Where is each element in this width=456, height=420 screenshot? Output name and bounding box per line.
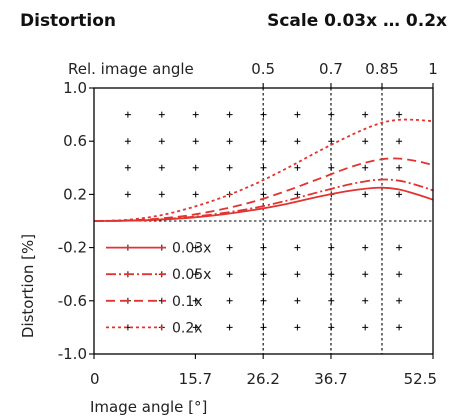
grid-marker <box>362 138 369 145</box>
grid-marker <box>124 111 131 118</box>
top-axis-ticks: 0.5 0.7 0.85 1 <box>251 60 438 88</box>
grid-marker <box>294 191 301 198</box>
grid-marker <box>158 138 165 145</box>
grid-marker <box>192 244 199 251</box>
y-tick-label: -1.0 <box>58 345 87 363</box>
grid-marker <box>396 191 403 198</box>
series-line-0.1x <box>93 157 434 222</box>
grid-marker <box>226 244 233 251</box>
y-tick-label: 0.2 <box>63 185 87 203</box>
grid-marker <box>226 111 233 118</box>
grid-marker <box>362 111 369 118</box>
grid-marker <box>362 164 369 171</box>
top-tick-label: 1 <box>428 60 438 78</box>
legend: 0.03x 0.05x 0.1x 0.2x <box>106 241 211 336</box>
series-line-0.05x <box>93 178 434 222</box>
y-tick-label: -0.6 <box>58 292 87 310</box>
grid-marker <box>192 271 199 278</box>
grid-marker <box>226 271 233 278</box>
grid-marker <box>294 244 301 251</box>
grid-marker <box>192 138 199 145</box>
grid-marker <box>158 164 165 171</box>
x-tick-label: 36.7 <box>314 370 347 388</box>
grid-marker <box>192 111 199 118</box>
grid-marker <box>192 324 199 331</box>
x-tick-label: 0 <box>90 370 100 388</box>
top-tick-label: 0.5 <box>251 60 275 78</box>
legend-label: 0.05x <box>172 267 211 283</box>
legend-label: 0.03x <box>172 241 211 257</box>
grid-marker <box>226 297 233 304</box>
grid-marker <box>362 271 369 278</box>
grid-marker <box>294 297 301 304</box>
y-tick-label: -0.2 <box>58 239 87 257</box>
legend-label: 0.2x <box>172 320 203 336</box>
chart-title: Distortion <box>20 11 116 31</box>
x-tick-label: 15.7 <box>179 370 212 388</box>
grid-marker <box>396 271 403 278</box>
grid-marker <box>294 138 301 145</box>
grid-marker <box>294 324 301 331</box>
grid-marker <box>192 297 199 304</box>
chart-scale-range: Scale 0.03x … 0.2x <box>267 11 447 31</box>
grid-marker <box>192 164 199 171</box>
grid-marker <box>226 324 233 331</box>
grid-marker <box>362 244 369 251</box>
series-group <box>93 118 434 222</box>
top-axis-label: Rel. image angle <box>68 60 194 78</box>
series-line-0.03x <box>93 186 434 222</box>
reference-lines <box>94 88 433 354</box>
grid-marker <box>124 138 131 145</box>
top-tick-label: 0.7 <box>319 60 343 78</box>
grid-marker <box>124 191 131 198</box>
x-tick-label: 26.2 <box>246 370 279 388</box>
x-tick-label: 52.5 <box>404 370 437 388</box>
grid-marker <box>396 324 403 331</box>
grid-marker <box>396 244 403 251</box>
grid-marker <box>226 164 233 171</box>
x-axis-label: Image angle [°] <box>90 398 207 416</box>
grid-marker <box>362 191 369 198</box>
grid-marker <box>362 297 369 304</box>
grid-marker <box>158 191 165 198</box>
grid-marker <box>396 297 403 304</box>
y-tick-label: 0.6 <box>63 132 87 150</box>
grid-marker <box>294 271 301 278</box>
grid-marker <box>226 138 233 145</box>
grid-marker <box>396 164 403 171</box>
y-axis-ticks: 1.0 0.6 0.2 -0.2 -0.6 -1.0 <box>58 79 94 363</box>
grid-marker <box>396 138 403 145</box>
grid-marker <box>192 191 199 198</box>
legend-label: 0.1x <box>172 294 203 310</box>
grid-marker <box>396 111 403 118</box>
x-axis-ticks: 0 15.7 26.2 36.7 52.5 <box>90 354 437 388</box>
grid-marker <box>124 164 131 171</box>
grid-marker <box>158 111 165 118</box>
grid-marker <box>294 164 301 171</box>
y-axis-label: Distortion [%] <box>19 234 37 338</box>
grid-marker <box>362 324 369 331</box>
grid-marker <box>294 111 301 118</box>
y-tick-label: 1.0 <box>63 79 87 97</box>
top-tick-label: 0.85 <box>365 60 398 78</box>
